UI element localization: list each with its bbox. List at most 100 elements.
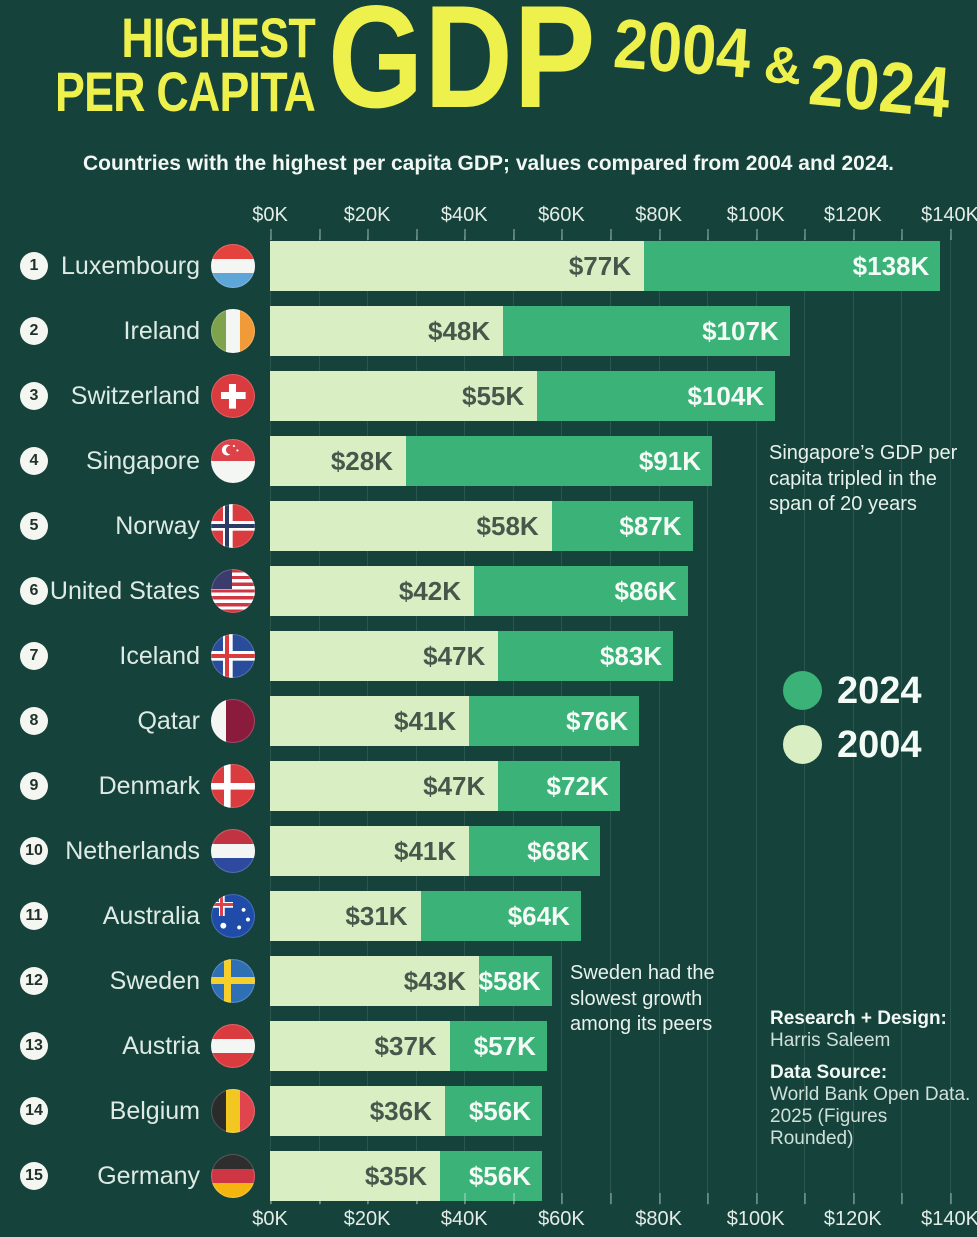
annotation-singapore: Singapore’s GDP per capita tripled in th… [769, 442, 958, 516]
axis-tick [512, 229, 515, 240]
bar-2004-iceland: $47K [270, 631, 499, 681]
country-label: Belgium [109, 1096, 200, 1125]
bar-2004-australia: $31K [270, 891, 421, 941]
bar-2024-germany: $56K [440, 1151, 542, 1201]
axis-tick-label: $0K [252, 204, 288, 226]
flag-belgium-icon [211, 1089, 255, 1133]
flag-ireland-icon [211, 309, 255, 353]
country-row-germany: 15 Germany $35K $56K [0, 1151, 977, 1201]
bar-2024-belgium: $56K [444, 1086, 542, 1136]
legend-item-2004: 2004 [783, 725, 922, 764]
country-row-qatar: 8 Qatar $41K $76K [0, 696, 977, 746]
bar-2004-germany: $35K [270, 1151, 440, 1201]
title-ampersand: & [762, 35, 804, 97]
data-source-line1: World Bank Open Data. [770, 1084, 971, 1105]
axis-tick [755, 229, 758, 240]
flag-sweden-icon [211, 959, 255, 1003]
axis-tick-label: $60K [538, 204, 585, 226]
axis-tick [804, 229, 807, 240]
value-2024-label: $68K [527, 835, 590, 866]
country-row-denmark: 9 Denmark $47K $72K [0, 761, 977, 811]
flag-germany-icon [211, 1154, 255, 1198]
country-row-ireland: 2 Ireland $48K $107K [0, 306, 977, 356]
axis-tick [755, 1193, 758, 1204]
rank-badge: 11 [20, 902, 48, 930]
grid-line [852, 236, 854, 1205]
axis-tick-label: $20K [343, 204, 391, 226]
data-source-line2: 2025 (Figures Rounded) [770, 1106, 888, 1149]
value-2024-label: $138K [852, 250, 930, 281]
axis-tick-label: $140K [921, 1208, 977, 1230]
axis-tick-label: $100K [726, 1208, 785, 1230]
bar-2024-ireland: $107K [503, 306, 790, 356]
country-row-austria: 13 Austria $37K $57K [0, 1021, 977, 1071]
country-label: Iceland [119, 641, 200, 670]
axis-tick [318, 229, 321, 240]
axis-tick-label: $80K [635, 1208, 682, 1230]
country-row-iceland: 7 Iceland $47K $83K [0, 631, 977, 681]
bar-2004-denmark: $47K [270, 761, 499, 811]
bar-2024-sweden: $58K [479, 956, 552, 1006]
rank-badge: 10 [20, 837, 48, 865]
rank-badge: 13 [20, 1032, 48, 1060]
axis-tick [901, 229, 904, 240]
axis-tick-label: $40K [440, 1208, 488, 1230]
legend-label: 2024 [837, 669, 922, 712]
bar-2024-united-states: $86K [474, 566, 688, 616]
value-2004-label: $31K [345, 900, 408, 931]
rank-badge: 9 [20, 772, 48, 800]
country-label: Norway [115, 511, 200, 540]
value-2024-label: $57K [473, 1030, 536, 1061]
bar-2024-qatar: $76K [469, 696, 640, 746]
bar-2004-norway: $58K [270, 501, 552, 551]
rank-badge: 14 [20, 1097, 48, 1125]
rank-badge: 1 [20, 252, 48, 280]
subtitle: Countries with the highest per capita GD… [82, 152, 895, 175]
axis-tick [415, 229, 418, 240]
value-2024-label: $104K [687, 380, 765, 411]
axis-tick-label: $20K [343, 1208, 391, 1230]
value-2004-label: $58K [476, 510, 539, 541]
axis-tick [367, 1193, 370, 1204]
legend-item-2024: 2024 [783, 671, 922, 710]
bar-2024-australia: $64K [420, 891, 581, 941]
bar-2024-norway: $87K [551, 501, 693, 551]
rank-badge: 12 [20, 967, 48, 995]
value-2004-label: $42K [398, 575, 461, 606]
value-2004-label: $37K [374, 1030, 437, 1061]
research-design-name: Harris Saleem [770, 1030, 891, 1051]
value-2024-label: $83K [599, 640, 663, 671]
axis-tick [270, 1193, 272, 1204]
grid-line [804, 236, 806, 1205]
value-2004-label: $28K [330, 445, 393, 476]
axis-tick [658, 1193, 661, 1204]
rank-badge: 5 [20, 512, 48, 540]
country-label: Austria [122, 1031, 200, 1060]
axis-tick [610, 1193, 612, 1204]
axis-tick [512, 1193, 515, 1204]
axis-tick [610, 229, 612, 240]
grid-line [658, 236, 660, 1205]
country-row-australia: 11 Australia $31K $64K [0, 891, 977, 941]
axis-tick-label: $0K [252, 1208, 288, 1230]
axis-tick [950, 229, 952, 240]
bar-2004-netherlands: $41K [270, 826, 470, 876]
axis-tick [658, 229, 661, 240]
bar-2004-austria: $37K [270, 1021, 450, 1071]
rank-badge: 15 [20, 1162, 48, 1190]
value-2004-label: $43K [403, 965, 466, 996]
country-row-norway: 5 Norway $58K $87K [0, 501, 977, 551]
bar-2004-belgium: $36K [270, 1086, 445, 1136]
country-label: Qatar [137, 706, 200, 735]
value-2024-label: $72K [546, 770, 609, 801]
country-row-singapore: 4 Singapore $28K $91K [0, 436, 977, 486]
title-year-2024: 2024 [806, 40, 953, 134]
axis-tick [464, 1193, 467, 1204]
value-2024-label: $64K [507, 900, 570, 931]
value-2004-label: $48K [427, 315, 491, 346]
bar-2004-switzerland: $55K [270, 371, 538, 421]
title-year-2004: 2004 [611, 4, 753, 93]
value-2024-label: $56K [468, 1160, 531, 1191]
country-label: Ireland [123, 316, 200, 345]
bar-2004-luxembourg: $77K [270, 241, 644, 291]
